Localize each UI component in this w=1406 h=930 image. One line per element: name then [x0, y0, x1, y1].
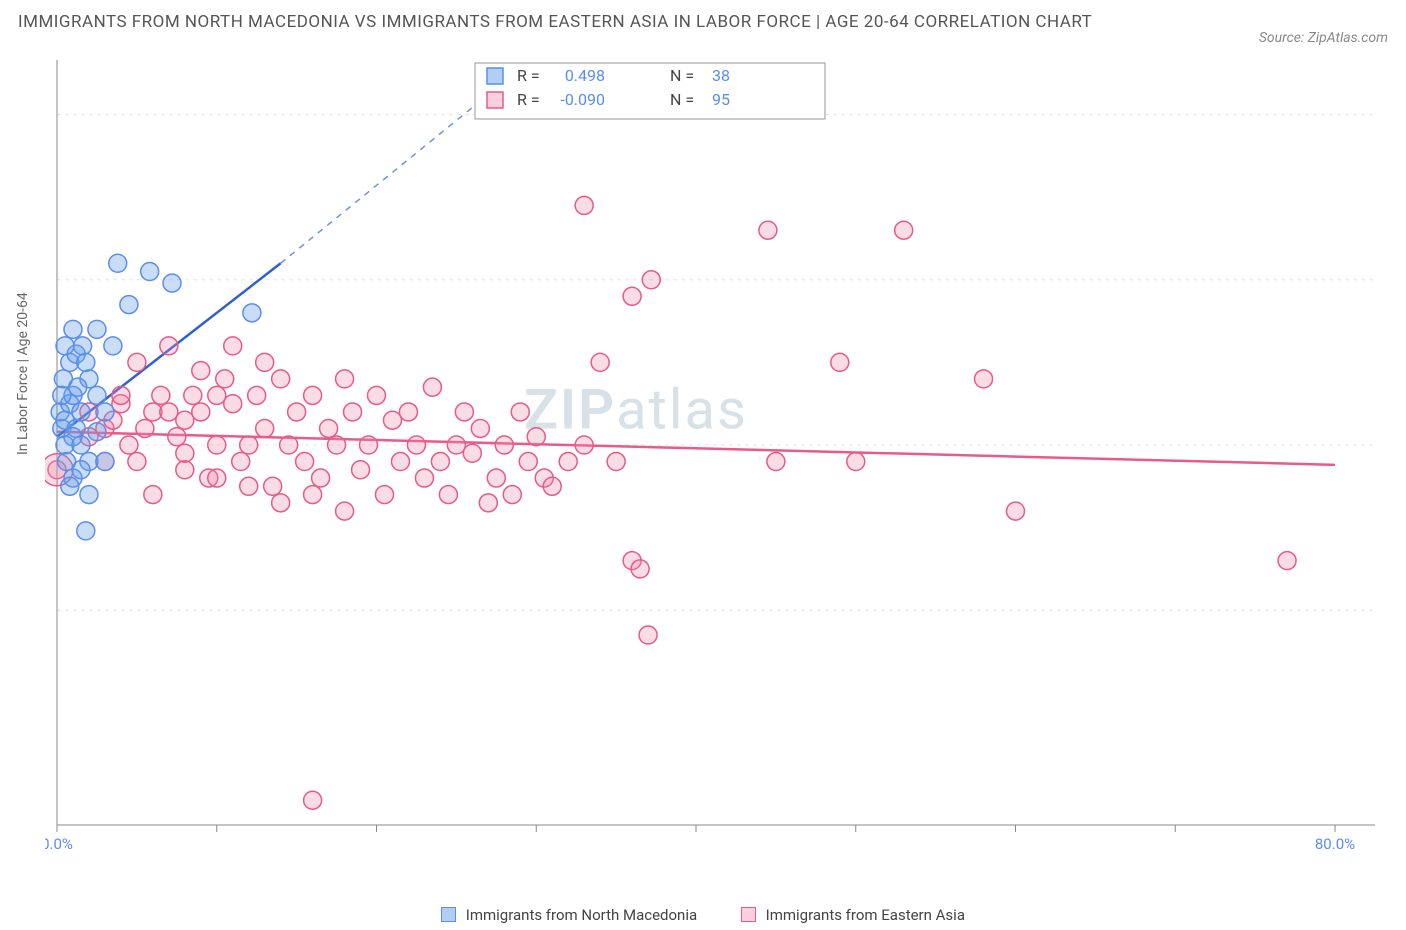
svg-text:R =: R = [517, 66, 540, 85]
svg-text:ZIPatlas: ZIPatlas [524, 376, 748, 442]
legend-label-pink: Immigrants from Eastern Asia [766, 906, 965, 924]
chart-title: IMMIGRANTS FROM NORTH MACEDONIA VS IMMIG… [18, 10, 1092, 36]
legend-label-blue: Immigrants from North Macedonia [466, 906, 697, 924]
legend-item-blue: Immigrants from North Macedonia [441, 906, 701, 924]
correlation-scatter-chart: 70.0%80.0%90.0%100.0%ZIPatlas0.0%80.0%R … [45, 55, 1385, 855]
svg-text:N =: N = [670, 90, 694, 109]
legend-swatch-pink [741, 907, 756, 922]
bottom-legend: Immigrants from North Macedonia Immigran… [0, 906, 1406, 924]
y-axis-label: In Labor Force | Age 20-64 [15, 292, 31, 455]
svg-text:R =: R = [517, 90, 540, 109]
svg-text:38: 38 [712, 66, 730, 85]
chart-source: Source: ZipAtlas.com [1259, 30, 1388, 46]
svg-text:0.498: 0.498 [565, 66, 605, 85]
legend-swatch-blue [441, 907, 456, 922]
svg-text:80.0%: 80.0% [1315, 835, 1355, 853]
svg-text:N =: N = [670, 66, 694, 85]
svg-text:95: 95 [712, 90, 730, 109]
svg-text:0.0%: 0.0% [45, 835, 73, 853]
legend-item-pink: Immigrants from Eastern Asia [741, 906, 965, 924]
svg-text:-0.090: -0.090 [560, 90, 605, 109]
